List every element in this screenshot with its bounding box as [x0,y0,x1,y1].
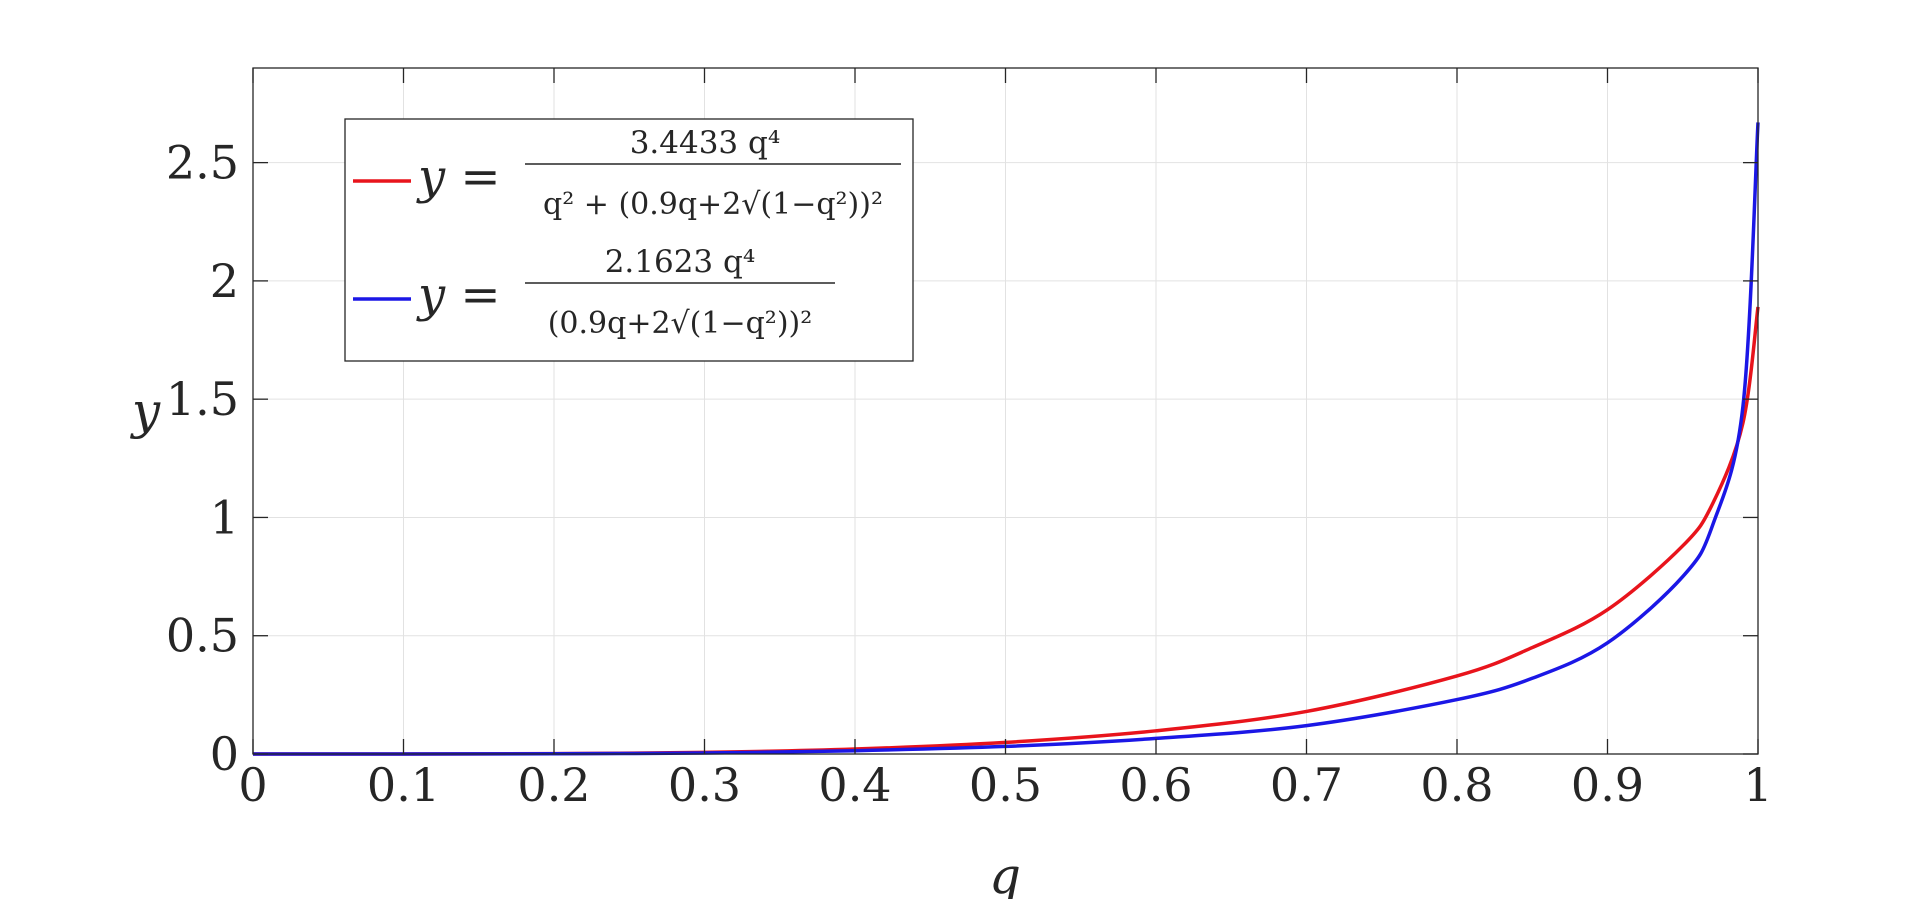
legend-lhs-2: y = [416,267,501,323]
x-tick-label: 0.5 [969,758,1042,812]
y-tick-label: 2 [210,254,239,308]
legend-denominator-2: (0.9q+2√(1−q²))² [548,306,813,341]
legend: y = 3.4433 q⁴ q² + (0.9q+2√(1−q²))² y = … [344,118,914,362]
tick-labels: 0 0.1 0.2 0.3 0.4 0.5 0.6 0.7 0.8 0.9 1 0 0.5 1 1.5 2 2.… [166,136,1773,812]
legend-entry-1: y = 3.4433 q⁴ q² + (0.9q+2√(1−q²))² [353,125,901,222]
x-tick-label: 0.9 [1571,758,1644,812]
legend-box [344,118,914,362]
x-axis-label: q [989,847,1021,899]
x-tick-label: 0.6 [1119,758,1192,812]
x-tick-label: 0.4 [818,758,891,812]
axis-ticks [252,68,1759,755]
x-tick-label: 0.1 [367,758,440,812]
legend-denominator-1: q² + (0.9q+2√(1−q²))² [543,187,883,222]
x-tick-label: 0 [238,758,267,812]
x-tick-label: 0.3 [668,758,741,812]
legend-numerator-1: 3.4433 q⁴ [630,125,781,161]
x-tick-label: 0.2 [517,758,590,812]
x-tick-label: 0.7 [1270,758,1343,812]
legend-entry-2: y = 2.1623 q⁴ (0.9q+2√(1−q²))² [353,244,835,341]
x-tick-label: 0.8 [1420,758,1493,812]
y-tick-label: 0 [210,727,239,781]
legend-lhs-1: y = [416,149,501,205]
y-tick-label: 2.5 [166,136,239,190]
y-tick-label: 0.5 [166,609,239,663]
y-axis-label: y [130,382,161,440]
y-tick-label: 1 [210,490,239,544]
y-tick-label: 1.5 [166,372,239,426]
legend-numerator-2: 2.1623 q⁴ [605,244,756,280]
x-tick-label: 1 [1743,758,1772,812]
